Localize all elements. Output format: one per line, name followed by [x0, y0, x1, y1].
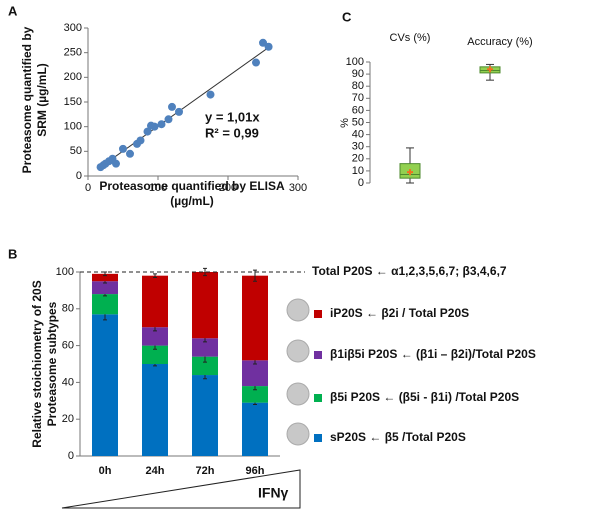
annotation: R² = 0,99	[205, 125, 259, 140]
y-tick-label: 40	[352, 129, 364, 141]
point	[175, 107, 183, 116]
point	[150, 122, 159, 131]
y-axis-label: Relative stoichiometry of 20S	[30, 280, 44, 447]
legend-label: sP20S ← β5 /Total P20S	[330, 430, 466, 444]
bar-segment	[242, 360, 268, 387]
x-annotation: IFNγ	[258, 485, 289, 501]
legend-label: iP20S ← β2i / Total P20S	[330, 306, 469, 320]
point	[136, 136, 145, 145]
bar-segment	[142, 275, 168, 328]
bar-segment	[92, 281, 118, 295]
y-tick-label: 40	[62, 376, 74, 388]
y-tick-label: 0	[358, 177, 364, 189]
y-tick-label: 0	[68, 450, 74, 462]
y-tick-label: 30	[352, 141, 364, 153]
category-label: Accuracy (%)	[467, 36, 532, 48]
annotation: y = 1,01x	[205, 109, 260, 124]
y-axis-label: Proteasome quantified by	[20, 26, 34, 173]
y-tick-label: 0	[76, 170, 82, 182]
bar-segment	[192, 375, 218, 456]
y-tick-label: 60	[62, 340, 74, 352]
y-tick-label: 200	[64, 71, 82, 83]
point	[157, 120, 166, 129]
mean-marker	[407, 169, 413, 176]
legend-label: β1iβ5i P20S ← (β1i – β2i)/Total P20S	[330, 347, 536, 361]
gradient-triangle	[61, 469, 301, 509]
category-label: CVs (%)	[390, 32, 431, 44]
y-tick-label: 10	[352, 165, 364, 177]
y-axis-label: SRM (µg/mL)	[35, 63, 49, 137]
y-tick-label: 100	[56, 266, 74, 278]
point	[168, 102, 176, 111]
x-tick-label: 200	[219, 182, 237, 194]
point	[264, 42, 273, 51]
y-axis-label: %	[339, 118, 351, 128]
y-tick-label: 300	[64, 22, 82, 34]
bar-segment	[242, 275, 268, 361]
bar-segment	[92, 273, 118, 282]
bar-segment	[142, 345, 168, 364]
y-tick-label: 100	[346, 56, 364, 68]
point	[252, 58, 260, 67]
bar-segment	[142, 364, 168, 456]
reference-label: Total P20S ← α1,2,3,5,6,7; β3,4,6,7	[312, 264, 507, 278]
legend-swatch	[314, 351, 322, 359]
x-tick-label: 96h	[246, 465, 265, 477]
y-tick-label: 20	[352, 153, 364, 165]
panel-label: C	[342, 9, 352, 24]
bar-segment	[242, 386, 268, 403]
point	[112, 159, 120, 168]
legend-icon	[286, 382, 310, 406]
legend-icon	[286, 422, 310, 446]
y-tick-label: 80	[62, 303, 74, 315]
legend-label: β5i P20S ← (β5i - β1i) /Total P20S	[330, 390, 519, 404]
y-tick-label: 60	[352, 104, 364, 116]
legend-swatch	[314, 310, 322, 318]
legend-icon	[286, 339, 310, 363]
bar-segment	[192, 338, 218, 357]
point	[119, 144, 127, 153]
point	[126, 149, 134, 158]
panel-label: A	[8, 3, 18, 18]
x-tick-label: 300	[289, 182, 307, 194]
bar-segment	[92, 294, 118, 315]
mean-marker	[487, 66, 493, 73]
y-tick-label: 250	[64, 47, 82, 59]
x-axis-label: Proteasome quantified by ELISA	[99, 179, 285, 193]
point	[259, 38, 267, 47]
bar-segment	[142, 327, 168, 346]
y-tick-label: 50	[70, 145, 82, 157]
legend-icon	[286, 298, 310, 322]
point	[164, 115, 173, 124]
bar-segment	[92, 314, 118, 456]
y-tick-label: 80	[352, 80, 364, 92]
panel-label: B	[8, 246, 17, 261]
y-tick-label: 90	[352, 68, 364, 80]
x-tick-label: 72h	[196, 465, 215, 477]
y-axis-label: Proteasome subtypes	[45, 301, 59, 426]
bar-segment	[242, 402, 268, 456]
y-tick-label: 150	[64, 96, 82, 108]
x-tick-label: 100	[149, 182, 167, 194]
bar-segment	[192, 272, 218, 339]
y-tick-label: 70	[352, 92, 364, 104]
point	[143, 127, 152, 136]
y-tick-label: 100	[64, 121, 82, 133]
bar-segment	[192, 356, 218, 376]
x-axis-label: (µg/mL)	[170, 194, 214, 208]
trend-line	[100, 47, 269, 168]
x-tick-label: 24h	[146, 465, 165, 477]
legend-swatch	[314, 394, 322, 402]
y-tick-label: 20	[62, 413, 74, 425]
error-bar	[153, 273, 157, 279]
x-tick-label: 0h	[99, 465, 112, 477]
y-tick-label: 50	[352, 116, 364, 128]
error-bar	[203, 267, 207, 277]
point	[206, 90, 215, 99]
x-tick-label: 0	[85, 182, 91, 194]
legend-swatch	[314, 434, 322, 442]
